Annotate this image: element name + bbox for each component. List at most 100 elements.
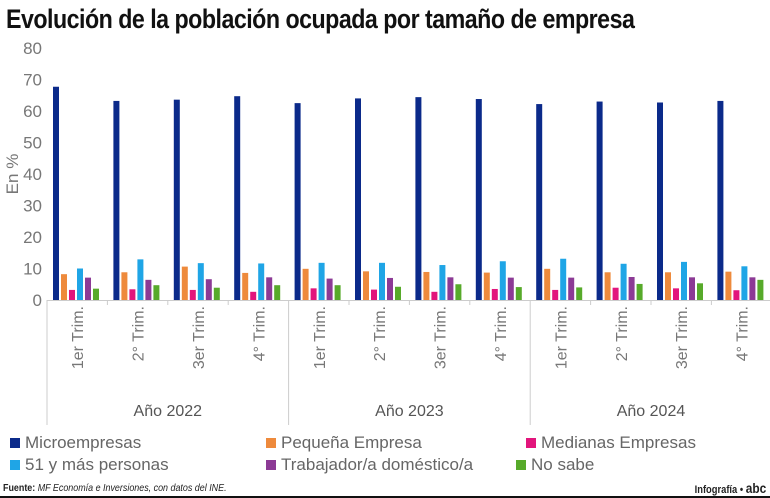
abc-logo: abc xyxy=(745,480,766,496)
legend-label: 51 y más personas xyxy=(25,455,169,474)
bar-medianas-empresas xyxy=(250,291,257,300)
bar-microempresas xyxy=(294,103,301,300)
bar-trabajador-a-dom-stico-a xyxy=(205,279,212,300)
group-label: Año 2024 xyxy=(617,403,686,420)
bar-medianas-empresas xyxy=(431,291,438,300)
legend-item-microempresas: Microempresas xyxy=(10,433,141,453)
credit: Infografía • abc xyxy=(694,480,766,496)
legend-label: Medianas Empresas xyxy=(541,433,696,452)
bar-medianas-empresas xyxy=(310,288,317,300)
bar-microempresas xyxy=(53,86,59,301)
legend-swatch xyxy=(10,438,20,448)
bar-peque-a-empresa xyxy=(665,272,671,300)
legend-swatch xyxy=(516,460,526,470)
bar-51-y-m-s-personas xyxy=(77,268,83,300)
source-note: Fuente: MF Economía e Inversiones, con d… xyxy=(3,482,227,494)
legend-swatch xyxy=(10,460,20,470)
bar-peque-a-empresa xyxy=(725,271,732,300)
bar-trabajador-a-dom-stico-a xyxy=(145,279,152,300)
x-tick-label: 3er Trim. xyxy=(674,306,691,369)
bar-microempresas xyxy=(415,97,422,300)
y-axis-label: En % xyxy=(3,154,22,195)
x-tick-label: 3er Trim. xyxy=(433,306,450,369)
bar-51-y-m-s-personas xyxy=(741,266,748,300)
bar-51-y-m-s-personas xyxy=(620,263,627,300)
bar-51-y-m-s-personas xyxy=(681,261,687,300)
bar-no-sabe xyxy=(576,287,583,300)
bar-microempresas xyxy=(536,104,543,300)
bar-51-y-m-s-personas xyxy=(197,263,204,300)
y-tick-label: 20 xyxy=(23,228,42,247)
bar-51-y-m-s-personas xyxy=(137,259,144,300)
chart-title: Evolución de la población ocupada por ta… xyxy=(6,4,635,34)
bar-trabajador-a-dom-stico-a xyxy=(628,277,635,300)
bar-microempresas xyxy=(113,100,120,300)
legend-item-pequena-empresa: Pequeña Empresa xyxy=(266,433,422,453)
bar-trabajador-a-dom-stico-a xyxy=(749,277,756,300)
x-tick-label: 2° Trim. xyxy=(131,306,148,361)
bar-medianas-empresas xyxy=(189,289,196,300)
bar-no-sabe xyxy=(274,285,281,300)
bar-trabajador-a-dom-stico-a xyxy=(507,277,514,300)
bar-trabajador-a-dom-stico-a xyxy=(568,277,575,300)
bar-medianas-empresas xyxy=(69,289,75,300)
bar-no-sabe xyxy=(455,284,462,300)
x-tick-label: 4° Trim. xyxy=(251,306,268,361)
bar-no-sabe xyxy=(697,283,703,300)
bar-microempresas xyxy=(234,96,241,300)
legend-label: No sabe xyxy=(531,455,595,474)
legend-item-trabajador-domestico: Trabajador/a doméstico/a xyxy=(266,455,473,475)
bar-peque-a-empresa xyxy=(242,272,249,300)
bottom-rule xyxy=(0,496,770,498)
bar-trabajador-a-dom-stico-a xyxy=(447,277,454,300)
legend-item-medianas-empresas: Medianas Empresas xyxy=(526,433,696,453)
bar-medianas-empresas xyxy=(612,287,619,300)
group-label: Año 2023 xyxy=(375,403,444,420)
bar-no-sabe xyxy=(757,279,764,300)
bar-no-sabe xyxy=(93,288,99,300)
bar-peque-a-empresa xyxy=(181,266,188,300)
bar-no-sabe xyxy=(636,283,643,300)
credit-text: Infografía • xyxy=(694,484,743,496)
source-label: Fuente: xyxy=(3,482,36,494)
bar-microempresas xyxy=(475,99,482,300)
bar-no-sabe xyxy=(213,287,220,300)
x-tick-label: 1er Trim. xyxy=(553,306,570,369)
legend-swatch xyxy=(526,438,536,448)
bar-microempresas xyxy=(173,99,180,300)
bar-peque-a-empresa xyxy=(302,268,309,300)
bar-chart: 0 10 20 30 40 50 60 70 80 En % Año 2022 1er Trim. 2°… xyxy=(3,39,770,425)
bar-51-y-m-s-personas xyxy=(439,265,446,300)
x-tick-label: 2° Trim. xyxy=(372,306,389,361)
x-tick-label: 2° Trim. xyxy=(614,306,631,361)
bar-trabajador-a-dom-stico-a xyxy=(387,277,393,300)
y-tick-label: 40 xyxy=(23,165,42,184)
bar-51-y-m-s-personas xyxy=(318,262,325,300)
y-tick-label: 70 xyxy=(23,71,42,90)
bar-trabajador-a-dom-stico-a xyxy=(326,278,333,300)
bar-peque-a-empresa xyxy=(544,268,551,300)
bar-microempresas xyxy=(657,102,663,301)
bar-no-sabe xyxy=(334,285,341,300)
legend-item-51-mas: 51 y más personas xyxy=(10,455,169,475)
bar-no-sabe xyxy=(395,286,401,300)
bar-medianas-empresas xyxy=(491,288,498,300)
y-tick-label: 80 xyxy=(23,39,42,58)
y-tick-label: 60 xyxy=(23,102,42,121)
bar-medianas-empresas xyxy=(733,290,740,300)
y-tick-label: 10 xyxy=(23,260,42,279)
source-text: MF Economía e Inversiones, con datos del… xyxy=(37,482,227,494)
bar-peque-a-empresa xyxy=(423,271,430,300)
bar-medianas-empresas xyxy=(129,289,136,300)
bar-51-y-m-s-personas xyxy=(499,261,506,300)
bar-51-y-m-s-personas xyxy=(560,258,567,300)
legend-label: Pequeña Empresa xyxy=(281,433,422,452)
y-tick-label: 30 xyxy=(23,197,42,216)
bar-peque-a-empresa xyxy=(483,272,490,300)
bar-microempresas xyxy=(355,98,361,301)
bar-no-sabe xyxy=(153,285,160,300)
bar-peque-a-empresa xyxy=(61,274,67,300)
bar-medianas-empresas xyxy=(673,288,679,300)
legend-swatch xyxy=(266,438,276,448)
legend-label: Microempresas xyxy=(25,433,142,452)
